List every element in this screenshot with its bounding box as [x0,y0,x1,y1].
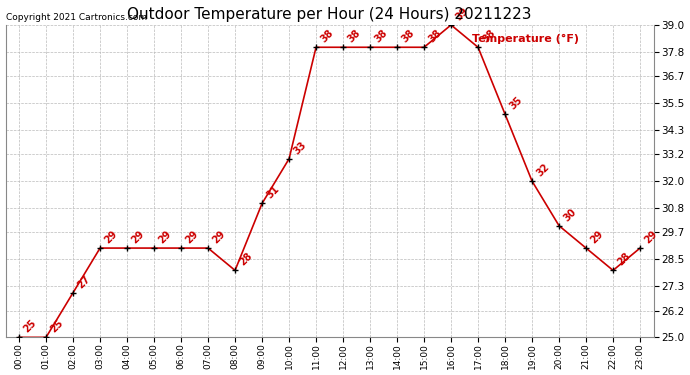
Text: 38: 38 [481,28,497,45]
Text: 29: 29 [211,229,228,245]
Text: 38: 38 [427,28,444,45]
Text: 29: 29 [184,229,201,245]
Text: 38: 38 [319,28,335,45]
Title: Outdoor Temperature per Hour (24 Hours) 20211223: Outdoor Temperature per Hour (24 Hours) … [128,8,532,22]
Text: 27: 27 [76,273,92,290]
Text: 29: 29 [643,229,660,245]
Text: 29: 29 [589,229,605,245]
Text: 32: 32 [535,162,551,178]
Text: 39: 39 [454,6,471,22]
Text: 29: 29 [157,229,173,245]
Text: 35: 35 [508,95,524,111]
Text: Copyright 2021 Cartronics.com: Copyright 2021 Cartronics.com [6,13,147,22]
Text: 28: 28 [238,251,255,268]
Text: 28: 28 [616,251,633,268]
Text: 38: 38 [400,28,417,45]
Text: 33: 33 [292,140,308,156]
Text: Temperature (°F): Temperature (°F) [472,34,579,44]
Text: 29: 29 [130,229,146,245]
Text: 30: 30 [562,206,578,223]
Text: 31: 31 [265,184,282,201]
Text: 29: 29 [103,229,119,245]
Text: 38: 38 [373,28,390,45]
Text: 38: 38 [346,28,362,45]
Text: 25: 25 [49,318,66,334]
Text: 25: 25 [22,318,39,334]
